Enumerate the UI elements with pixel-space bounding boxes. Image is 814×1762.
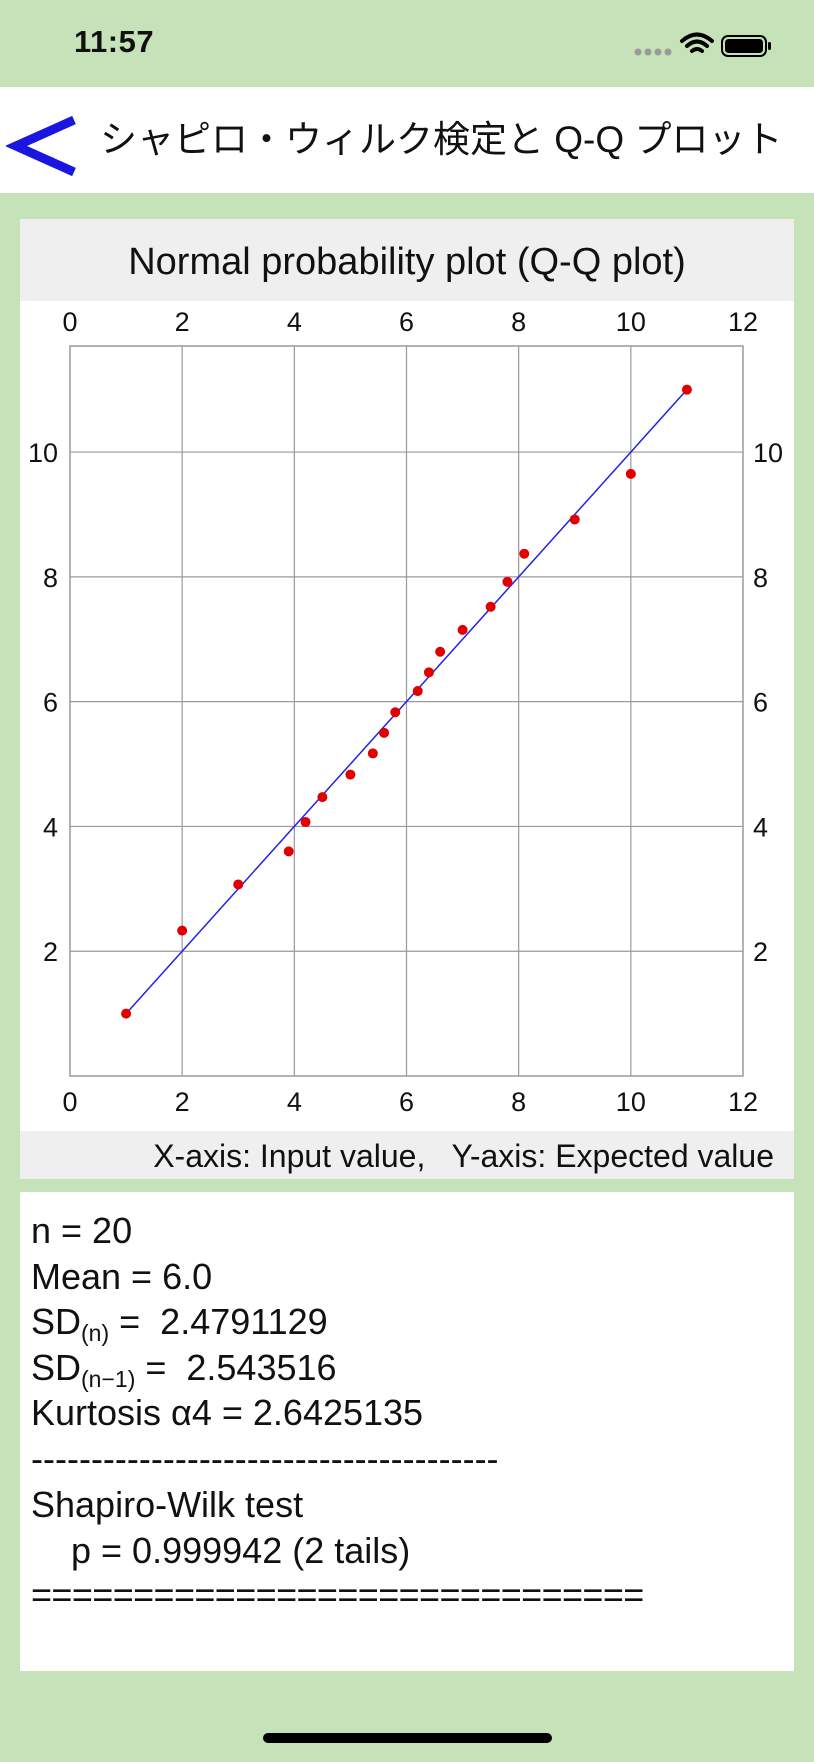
stat-sd-n-prefix: SD bbox=[31, 1301, 82, 1342]
wifi-icon bbox=[680, 32, 714, 53]
status-time: 11:57 bbox=[74, 24, 155, 59]
x-tick-label-bottom: 6 bbox=[399, 1087, 414, 1117]
stat-sd-n1: SD(n−1) = 2.543516 bbox=[31, 1346, 337, 1394]
data-point bbox=[502, 576, 513, 587]
x-tick-label-top: 0 bbox=[62, 307, 77, 337]
home-indicator[interactable] bbox=[263, 1733, 552, 1743]
x-tick-label-bottom: 0 bbox=[62, 1087, 77, 1117]
nav-bar bbox=[0, 87, 814, 193]
chart-title-bar bbox=[20, 219, 794, 301]
data-point bbox=[457, 624, 468, 635]
signal-icon bbox=[634, 48, 672, 56]
data-point bbox=[300, 817, 311, 828]
x-tick-label-bottom: 4 bbox=[287, 1087, 302, 1117]
stat-sd-n-value: = 2.4791129 bbox=[109, 1301, 328, 1342]
x-tick-label-top: 6 bbox=[399, 307, 414, 337]
y-tick-label-left: 4 bbox=[43, 812, 58, 842]
data-point bbox=[233, 879, 244, 890]
chart-title: Normal probability plot (Q-Q plot) bbox=[128, 241, 686, 283]
data-point bbox=[177, 925, 188, 936]
x-tick-label-bottom: 10 bbox=[616, 1087, 646, 1117]
stat-sd-n1-subscript: (n−1) bbox=[81, 1366, 136, 1392]
axis-caption-bar bbox=[20, 1131, 794, 1179]
stat-kurtosis: Kurtosis α4 = 2.6425135 bbox=[31, 1392, 424, 1433]
page-title: シャピロ・ウィルク検定と Q-Q プロット bbox=[100, 119, 783, 160]
stat-end-rule: ============================== bbox=[31, 1574, 644, 1615]
y-tick-label-right: 8 bbox=[753, 563, 768, 593]
stats-panel bbox=[20, 1192, 794, 1671]
stat-sd-n-subscript: (n) bbox=[81, 1320, 110, 1346]
data-point bbox=[569, 514, 580, 525]
data-points bbox=[121, 384, 692, 1019]
data-point bbox=[519, 548, 530, 559]
data-point bbox=[390, 707, 401, 718]
data-point bbox=[625, 468, 636, 479]
x-tick-label-top: 2 bbox=[175, 307, 190, 337]
y-tick-label-left: 10 bbox=[28, 438, 58, 468]
x-tick-label-top: 4 bbox=[287, 307, 302, 337]
data-point bbox=[412, 686, 423, 697]
y-tick-label-right: 6 bbox=[753, 688, 768, 718]
y-tick-label-right: 2 bbox=[753, 937, 768, 967]
stat-sd-n1-value: = 2.543516 bbox=[135, 1347, 337, 1388]
data-point bbox=[423, 667, 434, 678]
reference-line-layer bbox=[125, 389, 688, 1015]
stat-mean: Mean = 6.0 bbox=[31, 1256, 213, 1297]
data-point bbox=[379, 727, 390, 738]
data-point bbox=[485, 601, 496, 612]
x-tick-label-bottom: 12 bbox=[728, 1087, 758, 1117]
data-point bbox=[435, 646, 446, 657]
data-point bbox=[121, 1008, 132, 1019]
stat-test-name: Shapiro-Wilk test bbox=[31, 1484, 304, 1525]
stat-p-value: p = 0.999942 (2 tails) bbox=[31, 1530, 411, 1571]
data-point bbox=[681, 384, 692, 395]
y-tick-label-left: 6 bbox=[43, 688, 58, 718]
stat-divider: --------------------------------------- bbox=[31, 1438, 499, 1479]
stat-n: n = 20 bbox=[31, 1210, 133, 1251]
back-button[interactable] bbox=[4, 110, 78, 182]
data-point bbox=[283, 846, 294, 857]
status-bar: 11:57 bbox=[0, 0, 814, 87]
x-tick-label-top: 12 bbox=[728, 307, 758, 337]
y-tick-label-left: 8 bbox=[43, 563, 58, 593]
stat-sd-n1-prefix: SD bbox=[31, 1347, 82, 1388]
x-tick-label-top: 8 bbox=[511, 307, 526, 337]
axis-caption: X-axis: Input value, Y-axis: Expected va… bbox=[153, 1138, 774, 1174]
data-point bbox=[367, 748, 378, 759]
data-point bbox=[317, 792, 328, 803]
x-tick-label-bottom: 2 bbox=[175, 1087, 190, 1117]
chevron-left-icon bbox=[4, 115, 76, 177]
stat-sd-n: SD(n) = 2.4791129 bbox=[31, 1300, 328, 1348]
chart-grid bbox=[69, 345, 744, 1077]
status-icons bbox=[634, 32, 771, 57]
data-point bbox=[345, 769, 356, 780]
qq-plot: 0 0 2 2 4 4 6 6 8 8 10 10 12 12 2 2 4 4 6 6 8 8 10 10 bbox=[28, 307, 783, 1117]
reference-line bbox=[125, 389, 688, 1015]
x-tick-label-top: 10 bbox=[616, 307, 646, 337]
battery-icon bbox=[721, 35, 771, 57]
y-tick-label-right: 10 bbox=[753, 438, 783, 468]
tick-labels: 0 0 2 2 4 4 6 6 8 8 10 10 12 12 2 2 4 4 6 6 8 8 10 10 bbox=[28, 307, 783, 1117]
x-tick-label-bottom: 8 bbox=[511, 1087, 526, 1117]
y-tick-label-right: 4 bbox=[753, 812, 768, 842]
y-tick-label-left: 2 bbox=[43, 937, 58, 967]
